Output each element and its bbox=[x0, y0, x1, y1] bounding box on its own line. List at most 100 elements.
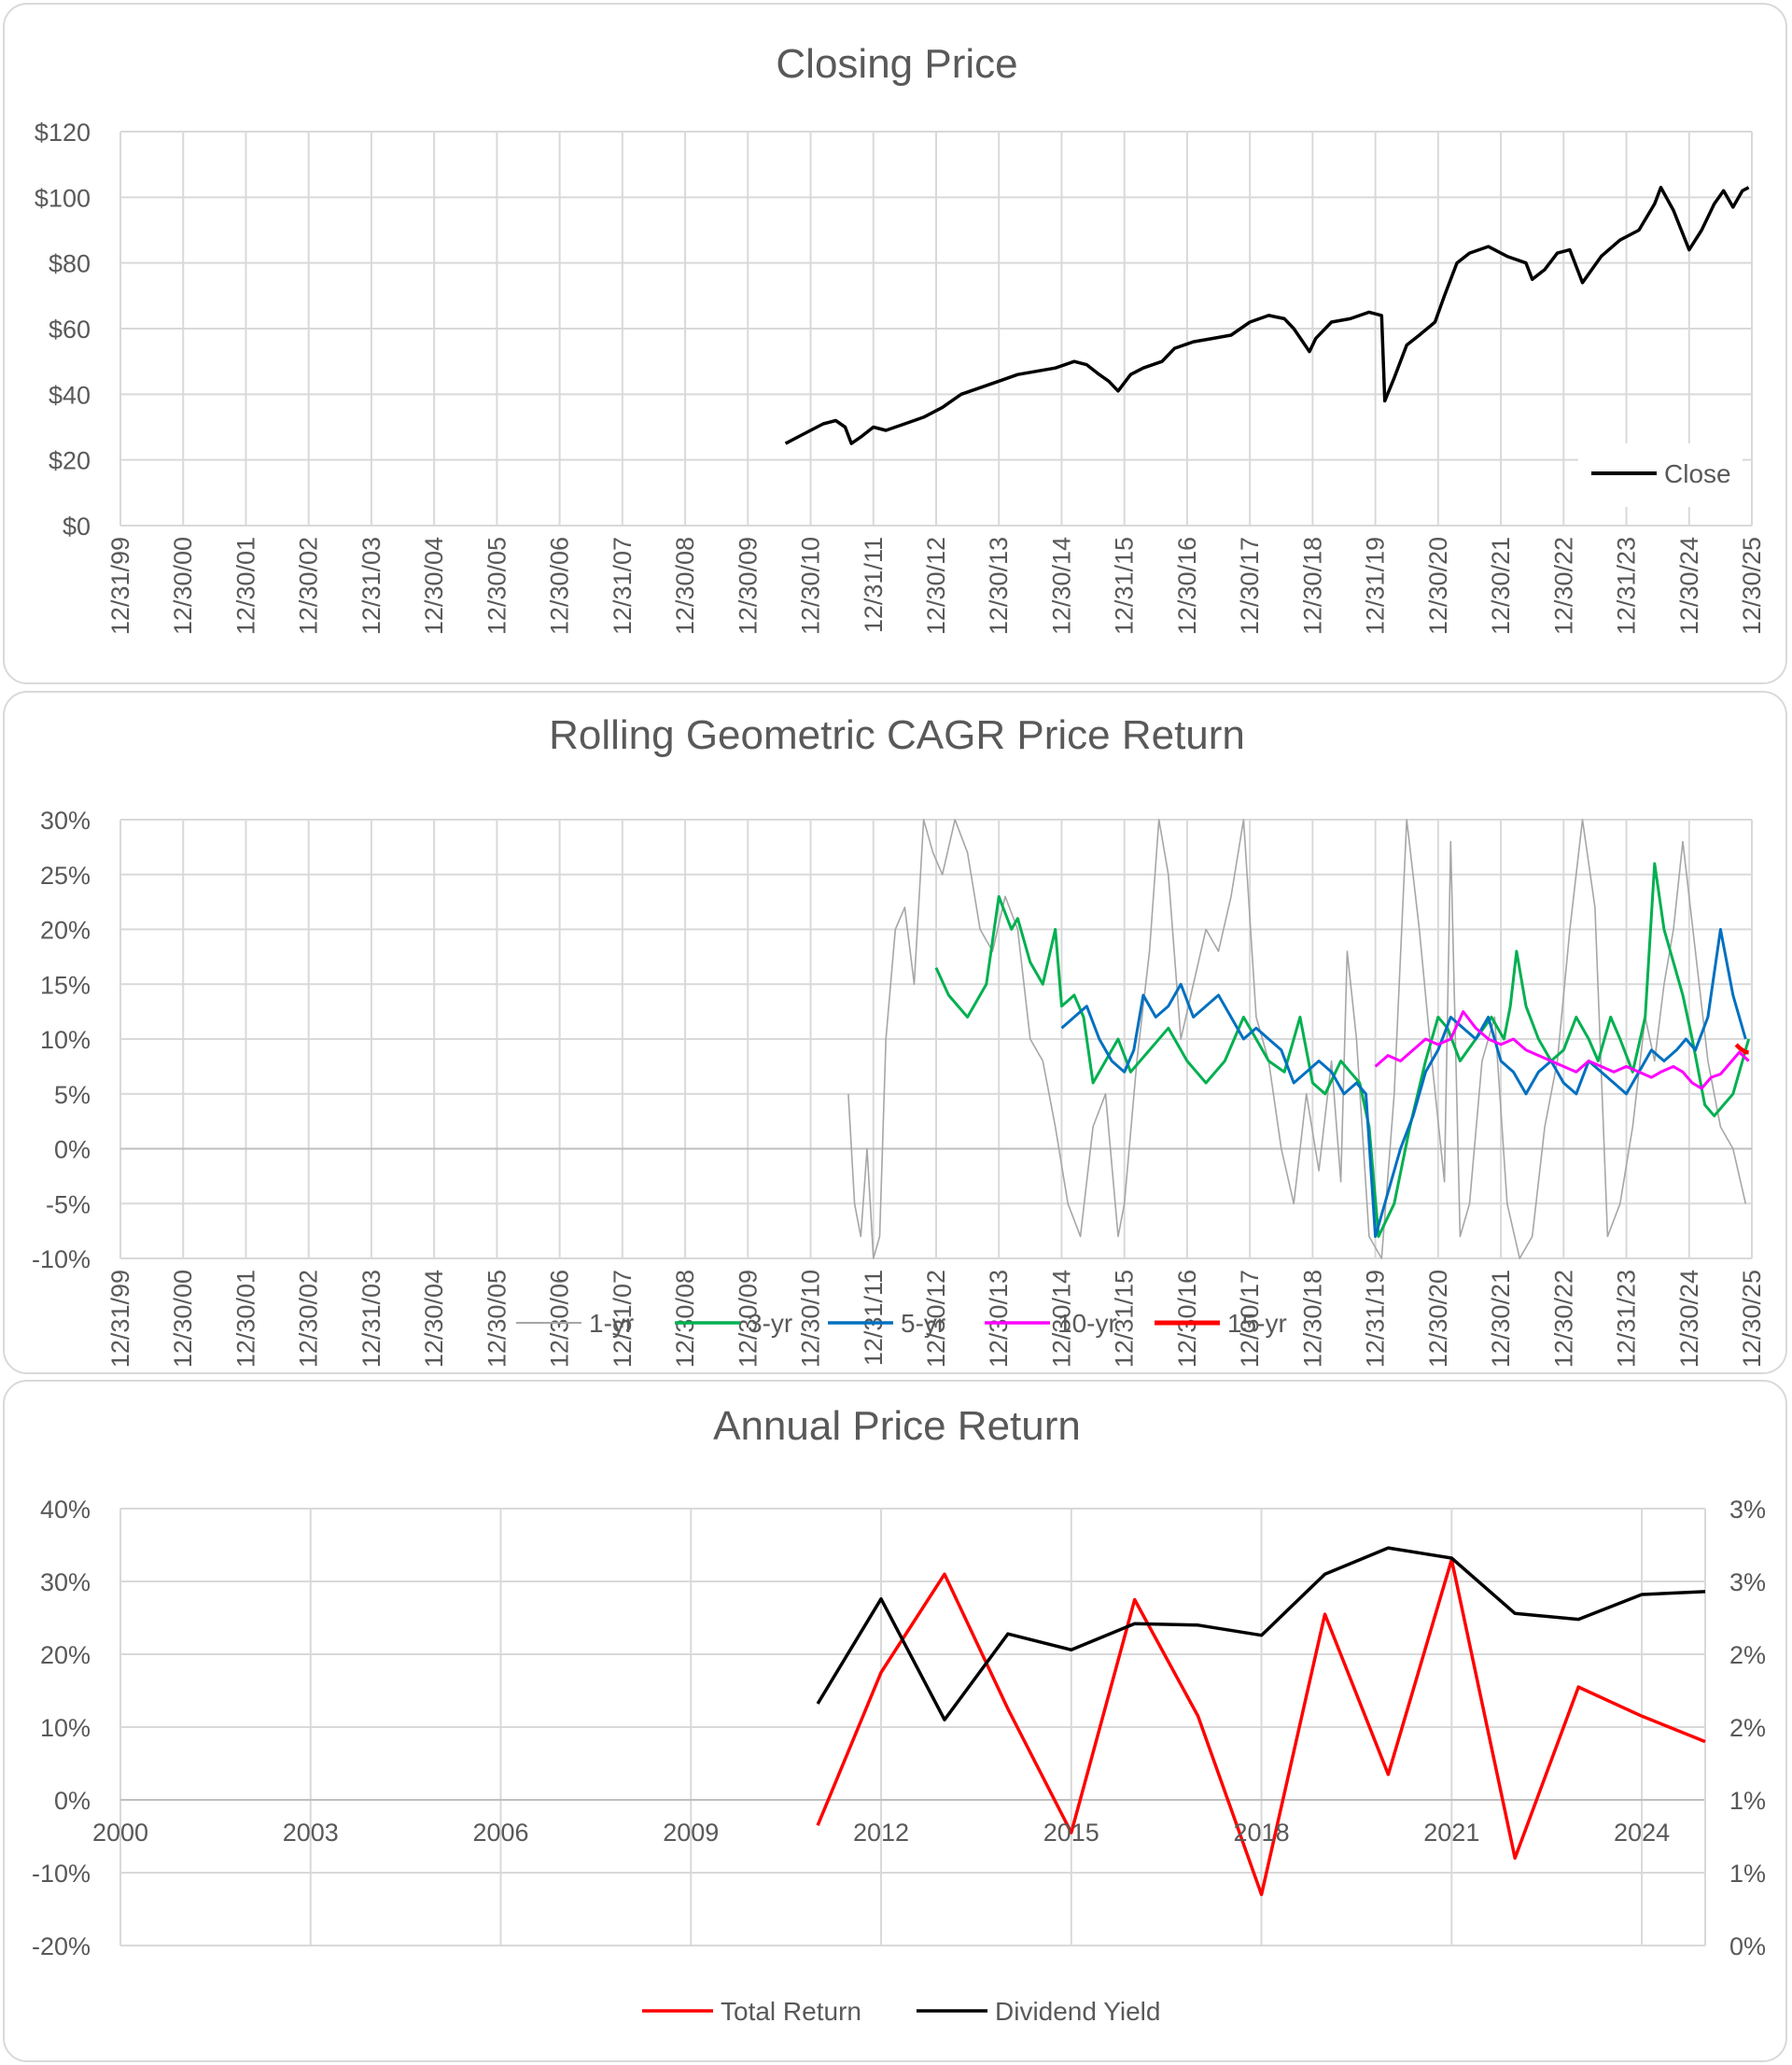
x-tick-label: 12/31/07 bbox=[609, 1270, 637, 1368]
y-tick-label: -10% bbox=[32, 1245, 91, 1273]
x-tick-label: 12/31/15 bbox=[1111, 1270, 1139, 1368]
y-tick-label: $60 bbox=[49, 316, 91, 344]
x-tick-label: 12/31/19 bbox=[1362, 537, 1390, 635]
x-tick-label: 12/31/03 bbox=[357, 1270, 385, 1368]
annual-price-return-chart: Annual Price Return -20% -10% 0% 10% 20% 30% 40… bbox=[32, 1403, 1766, 2026]
y-tick-label: -10% bbox=[32, 1860, 91, 1888]
x-tick-label: 12/30/12 bbox=[922, 1270, 950, 1368]
legend-label-total-return: Total Return bbox=[721, 1997, 861, 2026]
x-tick-label: 2015 bbox=[1043, 1819, 1099, 1847]
x-tick-label: 2018 bbox=[1234, 1819, 1290, 1847]
x-tick-label: 12/30/10 bbox=[797, 537, 825, 635]
y-tick-label: 0% bbox=[54, 1787, 91, 1815]
x-tick-label: 12/30/10 bbox=[797, 1270, 825, 1368]
x-tick-label: 12/30/02 bbox=[295, 537, 323, 635]
x-tick-label: 12/30/01 bbox=[231, 1270, 259, 1368]
series-line-10-yr bbox=[1374, 1010, 1750, 1090]
rolling-cagr-chart: Rolling Geometric CAGR Price Return -10% -… bbox=[32, 712, 1766, 1368]
y2-tick-label: 1% bbox=[1729, 1787, 1766, 1815]
x-tick-label: 12/30/00 bbox=[169, 537, 197, 635]
legend-label-3-yr: 3-yr bbox=[748, 1309, 792, 1338]
y2-tick-label: 3% bbox=[1729, 1568, 1766, 1596]
x-tick-label: 2003 bbox=[283, 1819, 339, 1847]
x-tick-label: 12/30/20 bbox=[1424, 1270, 1452, 1368]
annual-price-return-chart-panel: Annual Price Return -20% -10% 0% 10% 20% 30% 40… bbox=[3, 1380, 1787, 2062]
x-tick-label: 12/30/20 bbox=[1424, 537, 1452, 635]
x-tick-label: 12/31/99 bbox=[106, 537, 134, 635]
x-tick-label: 12/30/01 bbox=[231, 537, 259, 635]
x-tick-label: 2021 bbox=[1423, 1819, 1479, 1847]
y2-tick-label: 2% bbox=[1729, 1714, 1766, 1742]
y-tick-label: $0 bbox=[63, 513, 91, 541]
x-tick-label: 2000 bbox=[92, 1819, 148, 1847]
x-tick-label: 12/30/21 bbox=[1487, 1270, 1515, 1368]
x-tick-label: 12/31/11 bbox=[860, 1270, 888, 1366]
y-tick-label: 10% bbox=[40, 1714, 91, 1742]
y-tick-label: 15% bbox=[40, 971, 91, 999]
y2-tick-label: 1% bbox=[1729, 1860, 1766, 1888]
x-tick-label: 12/30/24 bbox=[1675, 537, 1703, 635]
x-tick-label: 12/30/12 bbox=[922, 537, 950, 635]
y-tick-label: $80 bbox=[49, 250, 91, 278]
closing-price-chart: Closing Price $0 $20 $40 $60 $80 $100 $120 12/31… bbox=[35, 41, 1766, 635]
x-tick-label: 12/30/05 bbox=[483, 1270, 511, 1368]
y-tick-label: $120 bbox=[35, 119, 91, 147]
y-tick-label: $20 bbox=[49, 447, 91, 475]
x-tick-label: 12/31/19 bbox=[1362, 1270, 1390, 1368]
y-tick-label: 10% bbox=[40, 1026, 91, 1054]
x-tick-label: 12/30/06 bbox=[546, 537, 574, 635]
x-tick-label: 12/30/22 bbox=[1549, 537, 1577, 635]
x-tick-label: 2012 bbox=[853, 1819, 909, 1847]
x-tick-label: 12/30/25 bbox=[1738, 1270, 1766, 1368]
chart-title: Closing Price bbox=[776, 41, 1017, 87]
x-tick-label: 12/30/00 bbox=[169, 1270, 197, 1368]
y2-tick-label: 0% bbox=[1729, 1932, 1766, 1960]
x-tick-label: 12/30/08 bbox=[671, 537, 699, 635]
x-tick-label: 12/30/13 bbox=[985, 1270, 1013, 1368]
chart-title: Annual Price Return bbox=[713, 1403, 1081, 1449]
x-tick-label: 12/30/09 bbox=[734, 1270, 762, 1368]
y-tick-label: 40% bbox=[40, 1496, 91, 1524]
legend-label-dividend-yield: Dividend Yield bbox=[995, 1997, 1160, 2026]
series-line-3-yr bbox=[934, 862, 1751, 1238]
series-line-total-return bbox=[816, 1557, 1706, 1897]
x-tick-label: 12/31/07 bbox=[609, 537, 637, 635]
y-tick-label: $100 bbox=[35, 184, 91, 212]
x-tick-label: 12/30/09 bbox=[734, 537, 762, 635]
legend-label-1-yr: 1-yr bbox=[589, 1309, 634, 1338]
x-tick-label: 12/31/23 bbox=[1613, 1270, 1641, 1368]
y-tick-label: 0% bbox=[54, 1136, 91, 1164]
x-tick-label: 12/30/04 bbox=[420, 1270, 448, 1368]
series-line-close bbox=[784, 186, 1750, 445]
y-tick-label: -5% bbox=[46, 1190, 91, 1218]
x-tick-label: 12/30/17 bbox=[1236, 537, 1264, 635]
legend-label-close: Close bbox=[1664, 459, 1731, 488]
y-tick-label: 30% bbox=[40, 1568, 91, 1596]
x-tick-label: 12/30/17 bbox=[1236, 1270, 1264, 1368]
x-tick-label: 12/30/18 bbox=[1298, 537, 1326, 635]
x-tick-label: 12/30/13 bbox=[985, 537, 1013, 635]
x-tick-label: 12/30/21 bbox=[1487, 537, 1515, 635]
legend-label-15-yr: 15-yr bbox=[1227, 1309, 1287, 1338]
x-tick-label: 12/31/15 bbox=[1111, 537, 1139, 635]
series-line-dividend-yield bbox=[816, 1546, 1706, 1721]
x-tick-label: 12/30/08 bbox=[671, 1270, 699, 1368]
x-tick-label: 12/30/24 bbox=[1675, 1270, 1703, 1368]
chart-title: Rolling Geometric CAGR Price Return bbox=[549, 712, 1245, 758]
x-tick-label: 2009 bbox=[663, 1819, 719, 1847]
x-tick-label: 12/31/23 bbox=[1613, 537, 1641, 635]
legend-label-5-yr: 5-yr bbox=[901, 1309, 945, 1338]
x-tick-label: 2006 bbox=[472, 1819, 528, 1847]
x-tick-label: 12/30/22 bbox=[1549, 1270, 1577, 1368]
series-line-15-yr bbox=[1734, 1043, 1749, 1055]
series-line-5-yr bbox=[1060, 928, 1747, 1238]
x-tick-label: 12/30/14 bbox=[1047, 537, 1075, 635]
x-tick-label: 12/30/14 bbox=[1047, 1270, 1075, 1368]
x-tick-label: 12/31/99 bbox=[106, 1270, 134, 1368]
y-tick-label: $40 bbox=[49, 381, 91, 409]
x-tick-label: 2024 bbox=[1614, 1819, 1670, 1847]
y-tick-label: 20% bbox=[40, 1641, 91, 1669]
y2-tick-label: 2% bbox=[1729, 1641, 1766, 1669]
y-tick-label: 5% bbox=[54, 1081, 91, 1109]
x-tick-label: 12/30/04 bbox=[420, 537, 448, 635]
